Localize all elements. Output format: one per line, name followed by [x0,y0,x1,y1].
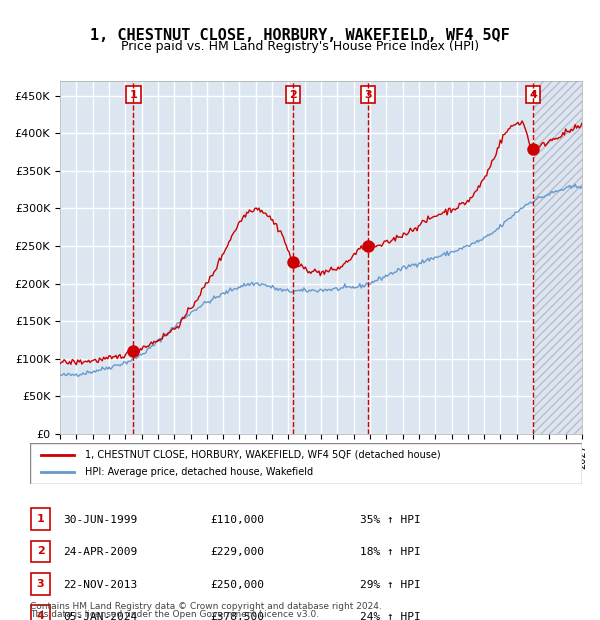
Text: £229,000: £229,000 [210,547,264,557]
Text: 29% ↑ HPI: 29% ↑ HPI [360,580,421,590]
Text: 1: 1 [37,514,44,525]
Text: 22-NOV-2013: 22-NOV-2013 [63,580,137,590]
Text: 3: 3 [37,578,44,589]
Text: 1, CHESTNUT CLOSE, HORBURY, WAKEFIELD, WF4 5QF (detached house): 1, CHESTNUT CLOSE, HORBURY, WAKEFIELD, W… [85,450,441,459]
Text: 2: 2 [289,90,297,100]
Text: £378,500: £378,500 [210,612,264,620]
Text: Contains HM Land Registry data © Crown copyright and database right 2024.: Contains HM Land Registry data © Crown c… [30,601,382,611]
Text: 30-JUN-1999: 30-JUN-1999 [63,515,137,525]
Text: 18% ↑ HPI: 18% ↑ HPI [360,547,421,557]
Text: 3: 3 [364,90,372,100]
Text: 24% ↑ HPI: 24% ↑ HPI [360,612,421,620]
FancyBboxPatch shape [31,508,50,530]
Text: 24-APR-2009: 24-APR-2009 [63,547,137,557]
FancyBboxPatch shape [31,541,50,562]
FancyBboxPatch shape [31,573,50,595]
Text: 4: 4 [529,90,537,100]
Text: £250,000: £250,000 [210,580,264,590]
Text: 1, CHESTNUT CLOSE, HORBURY, WAKEFIELD, WF4 5QF: 1, CHESTNUT CLOSE, HORBURY, WAKEFIELD, W… [90,28,510,43]
Text: This data is licensed under the Open Government Licence v3.0.: This data is licensed under the Open Gov… [30,609,319,619]
FancyBboxPatch shape [30,443,582,484]
FancyBboxPatch shape [31,605,50,620]
Text: 4: 4 [37,611,44,620]
Text: £110,000: £110,000 [210,515,264,525]
Text: 2: 2 [37,546,44,557]
Text: Price paid vs. HM Land Registry's House Price Index (HPI): Price paid vs. HM Land Registry's House … [121,40,479,53]
Text: 1: 1 [130,90,137,100]
Text: HPI: Average price, detached house, Wakefield: HPI: Average price, detached house, Wake… [85,467,313,477]
Text: 35% ↑ HPI: 35% ↑ HPI [360,515,421,525]
Text: 05-JAN-2024: 05-JAN-2024 [63,612,137,620]
